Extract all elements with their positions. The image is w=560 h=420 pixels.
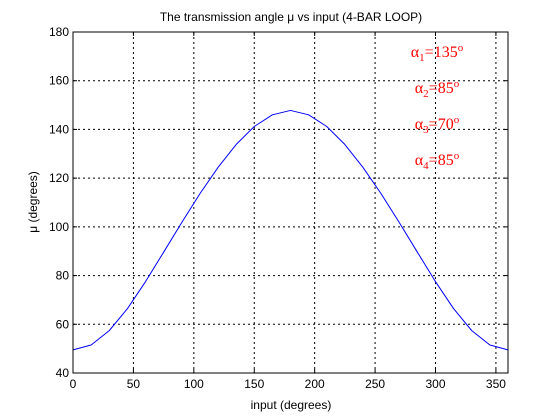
chart-title: The transmission angle μ vs input (4-BAR… [160,10,422,24]
alpha-annotation: α3=70o [415,114,460,136]
y-tick-label: 40 [56,366,70,380]
axes-box [72,31,509,374]
x-tick-label: 150 [244,377,264,391]
x-tick-label: 50 [127,377,141,391]
y-axis-label: μ (degrees) [26,171,40,233]
x-tick-label: 350 [486,377,506,391]
x-tick-label: 0 [70,377,77,391]
annotations: α1=135o α2=85o α3=70o α4=85o [411,42,464,172]
y-tick-label: 140 [49,122,69,136]
x-tick-label: 200 [305,377,325,391]
x-axis-label: input (degrees) [251,398,332,412]
y-tick-label: 80 [56,269,70,283]
alpha-annotation: α4=85o [415,150,460,172]
alpha-annotation: α2=85o [415,78,460,100]
y-tick-label: 180 [49,25,69,39]
y-tick-label: 60 [56,317,70,331]
y-tick-label: 160 [49,74,69,88]
x-tick-label: 100 [184,377,204,391]
y-tick-label: 120 [49,171,69,185]
alpha-annotation: α1=135o [411,42,464,64]
y-tick-label: 100 [49,220,69,234]
data-line [72,109,509,351]
x-tick-label: 300 [425,377,445,391]
plot-area: 0 50 100 150 200 250 300 350 40 60 80 100 120 140 160 1… [49,25,509,391]
x-tick-label: 250 [365,377,385,391]
